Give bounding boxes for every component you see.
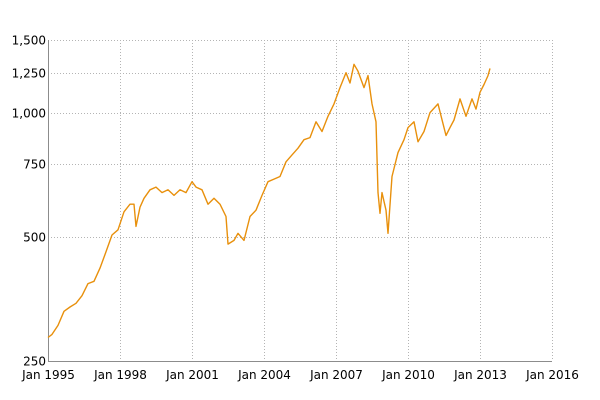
- y-tick-label: 500: [23, 231, 46, 245]
- x-tick-label: Jan 2007: [309, 368, 363, 382]
- y-tick-label: 250: [23, 355, 46, 369]
- x-tick-label: Jan 2001: [165, 368, 219, 382]
- series-layer: [47, 63, 491, 339]
- y-tick-label: 750: [23, 158, 46, 172]
- y-tick-label: 1,000: [12, 107, 46, 121]
- y-tick-label: 1,500: [12, 34, 46, 48]
- x-tick-label: Jan 1998: [93, 368, 147, 382]
- x-tick-label: Jan 2016: [525, 368, 579, 382]
- x-tick-label: Jan 2010: [381, 368, 435, 382]
- gridlines: [48, 40, 553, 362]
- y-tick-label: 1,250: [12, 67, 46, 81]
- tick-labels: Jan 1995 Jan 1998 Jan 2001 Jan 2004 Jan 2007…: [12, 34, 579, 383]
- axes: [48, 40, 552, 362]
- x-tick-label: Jan 2004: [237, 368, 291, 382]
- x-tick-label: Jan 1995: [21, 368, 75, 382]
- x-tick-label: Jan 2013: [453, 368, 507, 382]
- series-line: [47, 63, 491, 339]
